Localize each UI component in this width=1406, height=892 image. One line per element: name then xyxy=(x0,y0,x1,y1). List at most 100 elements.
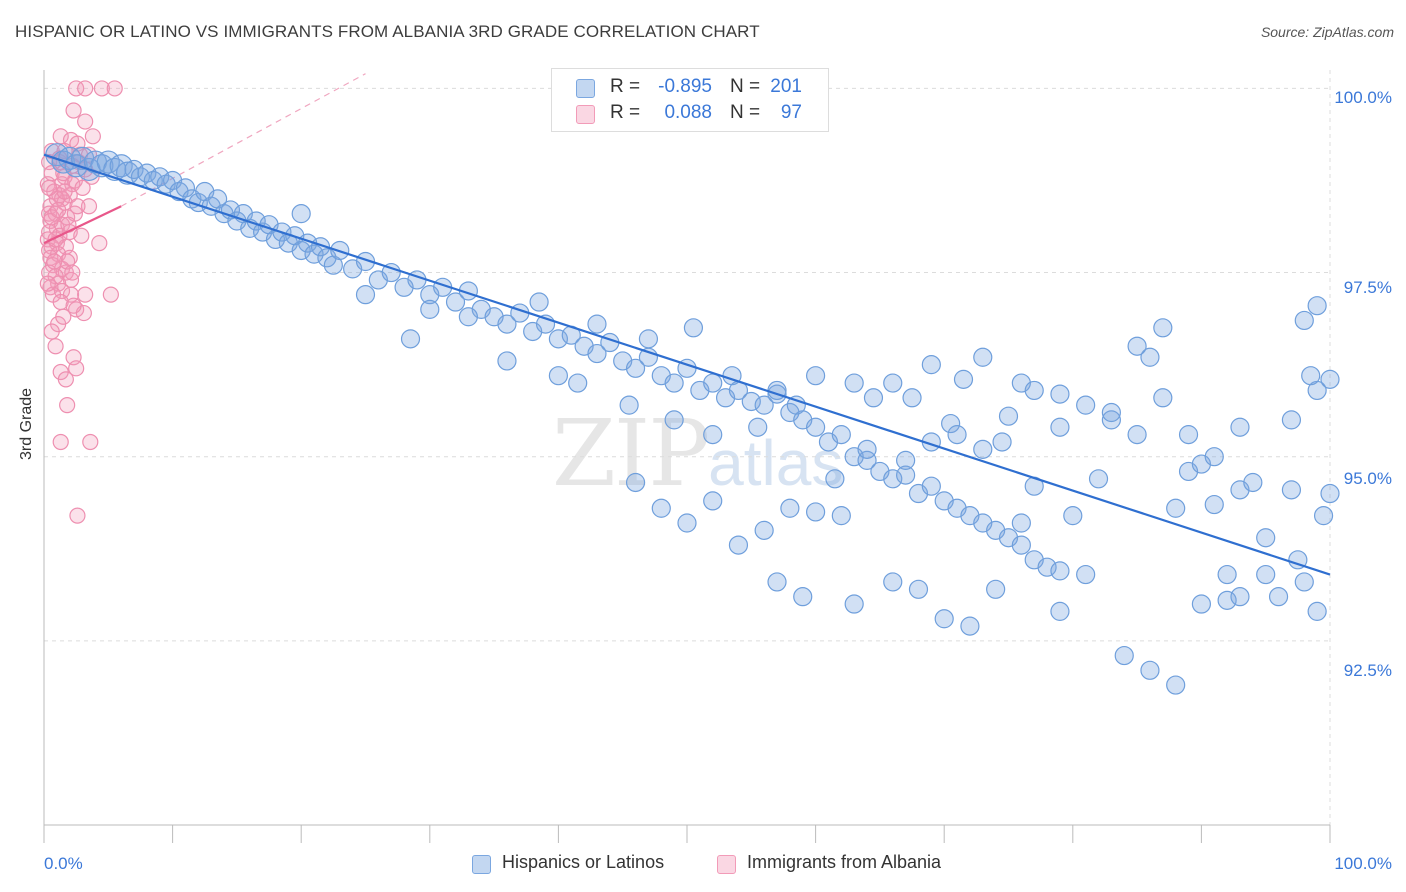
hispanic-point xyxy=(805,502,826,522)
hispanic-point xyxy=(941,413,961,434)
hispanic-point xyxy=(831,506,851,526)
legend-n-value: 201 xyxy=(770,76,802,97)
hispanic-point xyxy=(1140,347,1160,367)
hispanic-point xyxy=(1288,550,1308,570)
hispanic-point xyxy=(767,572,787,592)
hispanic-point xyxy=(1230,417,1250,437)
hispanic-point xyxy=(1050,417,1070,437)
hispanic-point xyxy=(1204,447,1224,467)
hispanic-point xyxy=(625,358,646,378)
legend-r-label: R = xyxy=(610,102,641,123)
albania-point xyxy=(69,198,86,215)
hispanic-point xyxy=(1191,594,1212,614)
hispanic-point xyxy=(1230,587,1250,607)
hispanic-point xyxy=(529,292,549,312)
hispanic-point xyxy=(1050,561,1070,581)
legend-row-hispanics: R = -0.895 N = 201 xyxy=(552,75,828,101)
hispanic-point xyxy=(291,204,311,224)
hispanic-point xyxy=(908,579,929,599)
hispanic-point xyxy=(805,366,826,386)
y-tick-label-97-5: 97.5% xyxy=(1343,278,1392,297)
hispanic-point xyxy=(1063,506,1083,526)
hispanic-point xyxy=(1307,296,1327,316)
albania-point xyxy=(80,198,98,215)
hispanic-point xyxy=(497,314,517,334)
legend-swatch-blue xyxy=(576,79,595,98)
hispanic-point xyxy=(934,609,954,629)
bottom-legend-swatch-blue xyxy=(472,855,491,874)
hispanic-point xyxy=(748,417,768,437)
hispanic-point xyxy=(137,163,157,183)
albania-point xyxy=(65,102,82,119)
legend-n-label: N = xyxy=(730,102,761,123)
albania-point xyxy=(46,253,63,270)
legend-r-label: R = xyxy=(610,76,641,97)
hispanic-point xyxy=(998,406,1019,426)
bottom-legend-label-hispanics: Hispanics or Latinos xyxy=(502,852,665,872)
albania-point xyxy=(82,433,99,451)
albania-point xyxy=(43,323,60,340)
hispanic-point xyxy=(1313,506,1334,526)
albania-trend-line xyxy=(43,205,122,245)
hispanic-point xyxy=(857,450,877,470)
hispanic-point xyxy=(883,572,903,592)
hispanic-point xyxy=(863,388,884,408)
hispanic-point xyxy=(1301,366,1321,386)
hispanic-point xyxy=(1294,572,1314,592)
hispanic-point xyxy=(664,410,684,430)
y-axis-label: 3rd Grade xyxy=(18,387,35,460)
hispanic-point xyxy=(831,425,851,445)
bottom-legend-swatch-pink xyxy=(717,855,736,874)
hispanic-point xyxy=(844,594,864,614)
hispanic-point xyxy=(355,285,376,305)
hispanic-point xyxy=(973,439,993,459)
hispanic-point xyxy=(683,318,704,338)
albania-point xyxy=(73,227,90,244)
hispanic-point xyxy=(1140,660,1160,680)
hispanic-point xyxy=(96,150,120,174)
hispanic-point xyxy=(992,432,1012,452)
hispanic-point xyxy=(1243,472,1263,493)
albania-point xyxy=(68,360,85,377)
hispanic-point xyxy=(1204,494,1224,515)
legend-n-label: N = xyxy=(730,76,761,97)
albania-point xyxy=(41,179,58,196)
hispanic-point xyxy=(548,329,569,349)
hispanic-point xyxy=(921,476,941,496)
albania-point xyxy=(57,371,74,388)
hispanic-point xyxy=(1153,318,1173,338)
hispanic-point xyxy=(381,262,401,283)
hispanic-point xyxy=(741,391,761,412)
watermark: ZIPatlas xyxy=(552,400,843,507)
hispanic-point xyxy=(458,307,478,327)
albania-point xyxy=(74,179,91,196)
hispanic-point xyxy=(175,178,196,198)
hispanic-point xyxy=(304,244,324,264)
albania-point xyxy=(65,297,82,314)
hispanic-point xyxy=(896,450,916,470)
albania-point xyxy=(50,201,67,219)
hispanic-point xyxy=(857,439,877,459)
albania-point xyxy=(64,264,81,281)
y-tick-label-92-5: 92.5% xyxy=(1343,661,1392,680)
hispanic-point xyxy=(420,299,440,319)
hispanic-point xyxy=(1076,564,1096,585)
watermark-zip: ZIP xyxy=(552,400,710,507)
hispanic-point xyxy=(825,469,845,489)
albania-point xyxy=(52,433,69,451)
source-label: Source: ZipAtlas.com xyxy=(1260,24,1394,40)
albania-point xyxy=(93,80,110,97)
hispanic-point xyxy=(1294,310,1314,331)
legend-r-value: -0.895 xyxy=(658,76,712,97)
hispanic-point xyxy=(754,395,774,415)
hispanic-point xyxy=(728,535,749,555)
hispanic-point xyxy=(1011,535,1031,555)
hispanic-point xyxy=(805,417,826,437)
hispanic-point xyxy=(400,329,421,349)
albania-point xyxy=(77,286,94,303)
hispanic-point xyxy=(1281,480,1302,500)
y-tick-label-100: 100.0% xyxy=(1334,88,1392,107)
hispanic-point xyxy=(587,343,607,364)
hispanic-point xyxy=(587,314,607,334)
